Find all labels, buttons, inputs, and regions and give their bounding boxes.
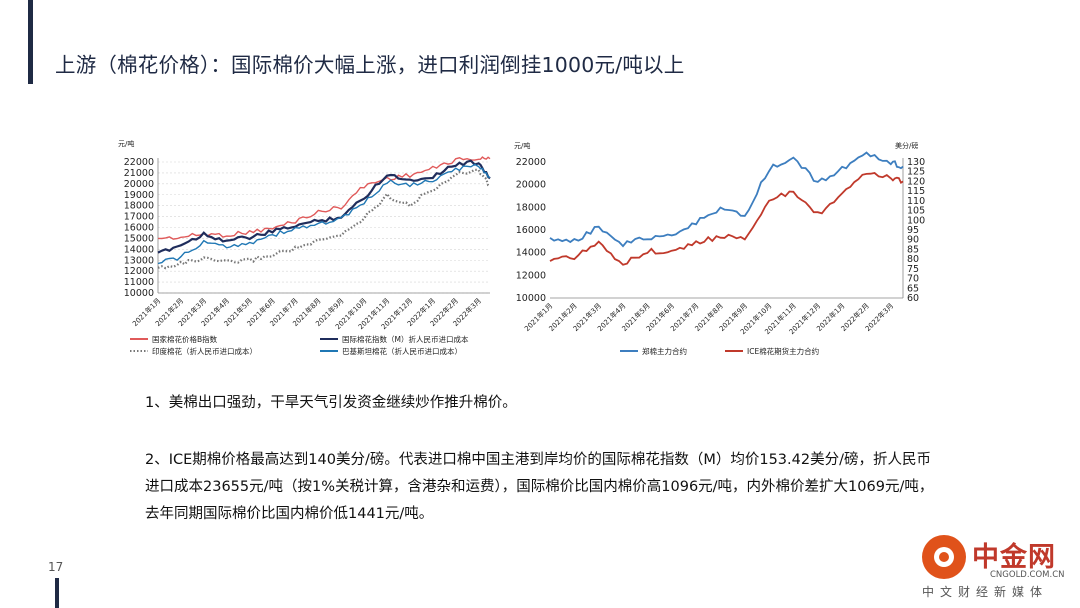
y-tick-label: 18000 — [516, 202, 546, 213]
y-tick-label: 10000 — [124, 288, 154, 299]
accent-bar-top — [28, 0, 33, 84]
series-line-3 — [157, 168, 491, 270]
y-tick-label: 14000 — [124, 244, 154, 255]
y-tick-label: 18000 — [124, 201, 154, 212]
paragraph-1: 1、美棉出口强劲，干旱天气引发资金继续炒作推升棉价。 — [145, 395, 517, 411]
y2-axis-unit-label: 美分/磅 — [895, 141, 918, 150]
slide-title: 上游（棉花价格）：国际棉价大幅上涨，进口利润倒挂1000元/吨以上 — [55, 53, 685, 77]
y2-tick-label: 85 — [907, 244, 919, 255]
series-line-2 — [157, 159, 491, 254]
legend-label: 印度棉花（折人民币进口成本） — [152, 346, 257, 356]
legend-label: ICE棉花期货主力合约 — [747, 346, 819, 356]
y2-tick-label: 90 — [907, 235, 919, 246]
series-line-1 — [157, 156, 491, 240]
y-tick-label: 10000 — [516, 293, 546, 304]
logo-mark-icon — [922, 535, 966, 579]
y2-tick-label: 110 — [907, 196, 925, 207]
series-line-4 — [157, 163, 491, 265]
y-tick-label: 17000 — [124, 212, 154, 223]
y2-tick-label: 80 — [907, 254, 919, 265]
y-axis-unit-label: 元/吨 — [514, 141, 530, 150]
legend-label: 巴基斯坦棉花（折人民币进口成本） — [342, 346, 462, 356]
series-line-1 — [549, 151, 904, 248]
page-number: 17 — [48, 560, 64, 574]
legend-label: 郑棉主力合约 — [642, 346, 687, 356]
chart-futures-contracts: 元/吨 美分/磅 10000 12000 14000 16000 18000 20000 220… — [514, 141, 925, 356]
y2-tick-label: 95 — [907, 225, 919, 236]
y2-tick-label: 65 — [907, 283, 919, 294]
y2-tick-label: 125 — [907, 167, 925, 178]
y-tick-label: 14000 — [516, 248, 546, 259]
y-axis-unit-label: 元/吨 — [118, 139, 134, 148]
y-tick-label: 16000 — [516, 225, 546, 236]
series-line-2 — [549, 172, 904, 266]
y-tick-label: 21000 — [124, 168, 154, 179]
y-tick-label: 20000 — [516, 180, 546, 191]
y-tick-label: 22000 — [124, 157, 154, 168]
logo-subtitle: 中文财经新媒体 — [922, 585, 1049, 599]
chart-cotton-price-indices: 元/吨 1000011000120001300014000150001600017… — [118, 139, 491, 356]
y2-tick-label: 70 — [907, 274, 919, 285]
paragraph-2: 2、ICE期棉价格最高达到140美分/磅。代表进口棉中国主港到岸均价的国际棉花指… — [145, 452, 934, 522]
accent-bar-bottom — [55, 578, 59, 608]
y-tick-label: 22000 — [516, 157, 546, 168]
legend-label: 国家棉花价格B指数 — [152, 334, 218, 344]
y-tick-label: 19000 — [124, 190, 154, 201]
y-tick-label: 11000 — [124, 277, 154, 288]
y-tick-label: 13000 — [124, 255, 154, 266]
y-tick-label: 12000 — [516, 270, 546, 281]
y-tick-label: 20000 — [124, 179, 154, 190]
site-logo: 中金网 CNGOLD.COM.CN 中文财经新媒体 — [920, 533, 1080, 608]
logo-url: CNGOLD.COM.CN — [990, 570, 1065, 580]
y-tick-label: 16000 — [124, 223, 154, 234]
y2-tick-label: 115 — [907, 186, 925, 197]
y2-tick-label: 60 — [907, 293, 919, 304]
y2-tick-label: 105 — [907, 206, 925, 217]
y-tick-label: 12000 — [124, 266, 154, 277]
y2-tick-label: 120 — [907, 176, 925, 187]
logo-name: 中金网 — [972, 542, 1056, 573]
legend-label: 国际棉花指数（M）折人民币进口成本 — [342, 334, 469, 344]
y2-tick-label: 75 — [907, 264, 919, 275]
y2-tick-label: 130 — [907, 157, 925, 168]
y2-tick-label: 100 — [907, 215, 925, 226]
y-tick-label: 15000 — [124, 233, 154, 244]
